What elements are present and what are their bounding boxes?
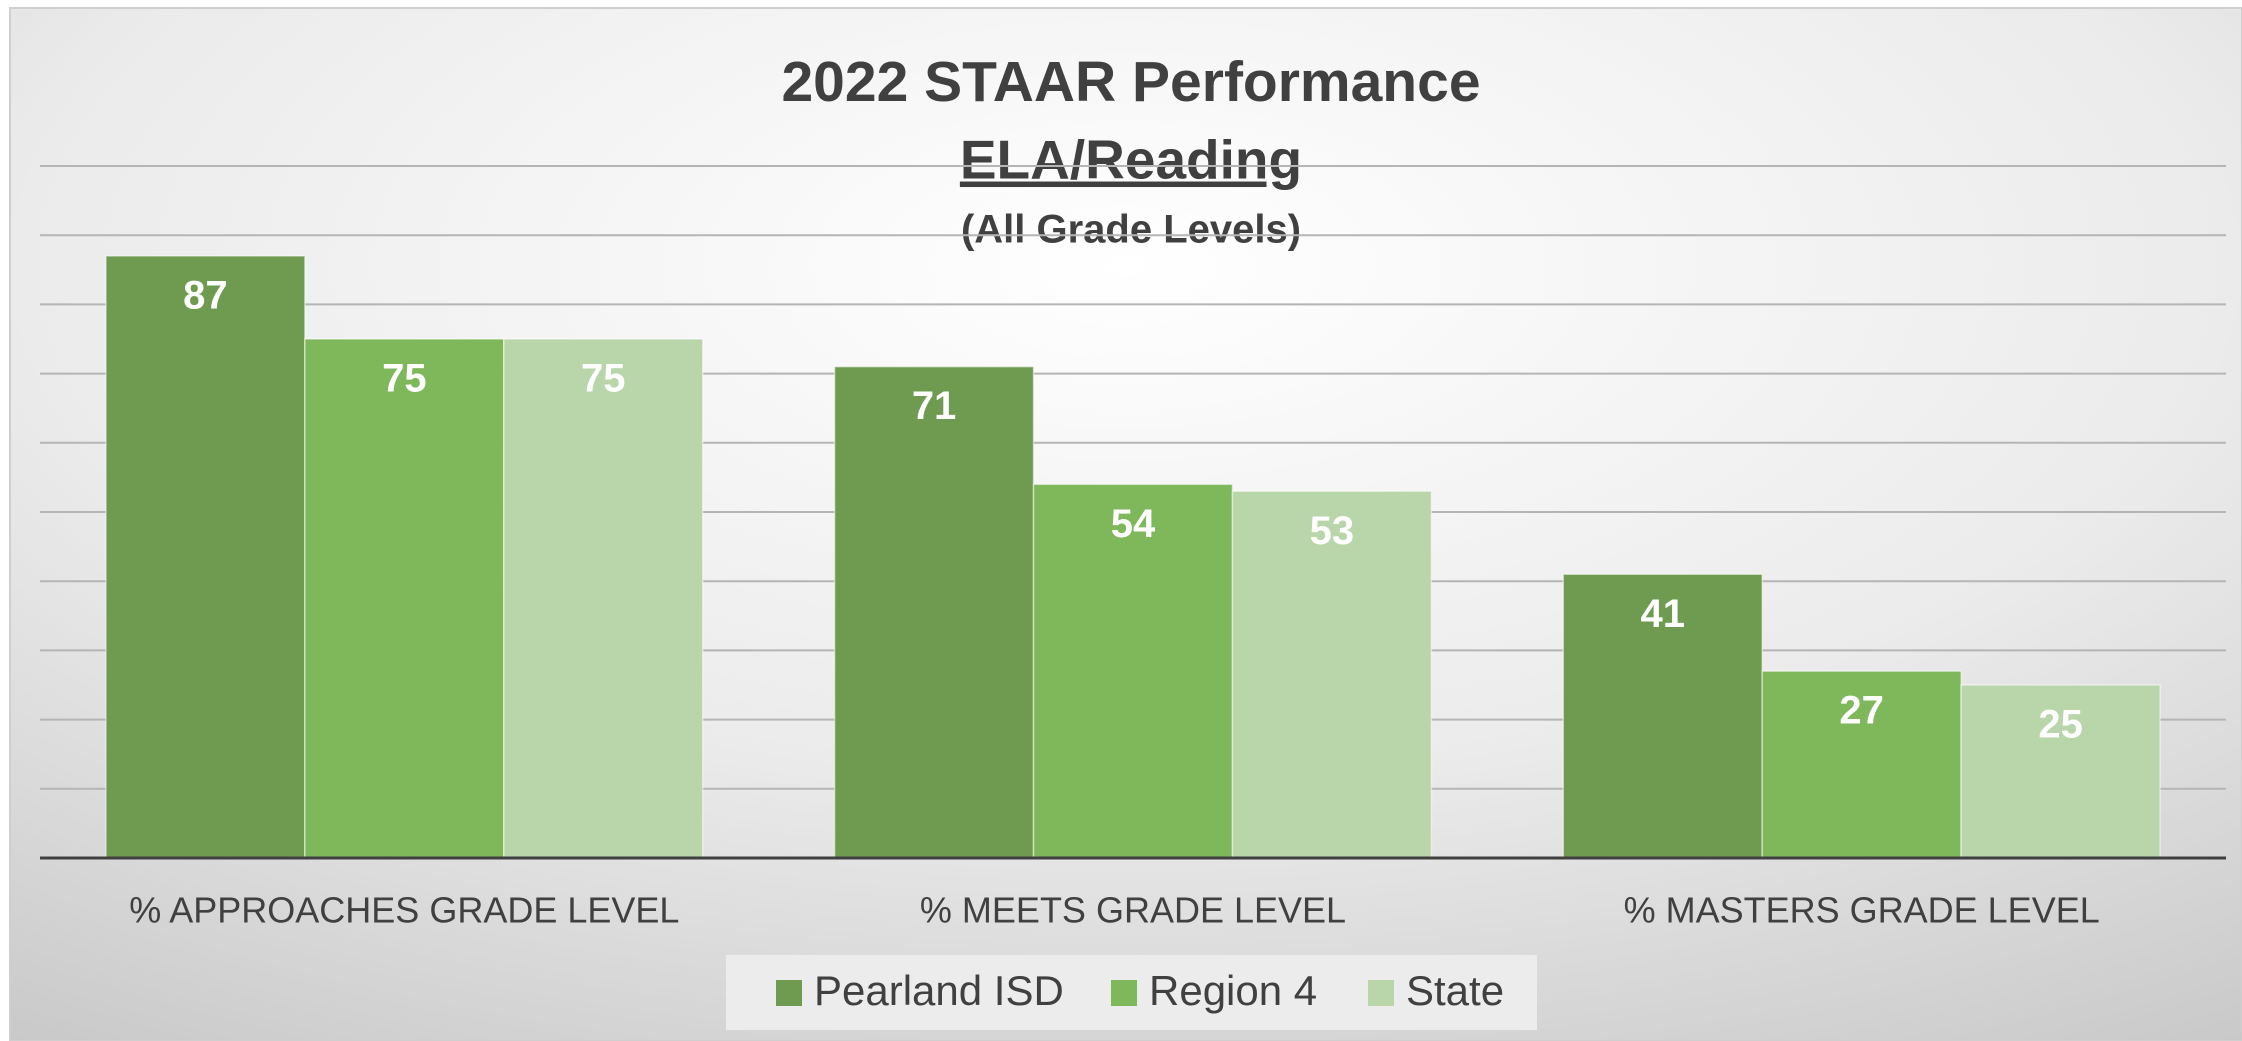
legend-swatch bbox=[1368, 980, 1394, 1006]
data-label: 27 bbox=[1839, 689, 1884, 733]
x-tick-label: % MEETS GRADE LEVEL bbox=[920, 890, 1346, 931]
chart-title: 2022 STAAR Performance bbox=[781, 50, 1480, 114]
legend-label: Pearland ISD bbox=[814, 967, 1064, 1014]
bar bbox=[503, 338, 704, 859]
bar bbox=[304, 338, 505, 859]
data-label: 25 bbox=[2038, 703, 2083, 747]
bar bbox=[1761, 670, 1962, 859]
data-label: 75 bbox=[382, 357, 427, 401]
chart-annotation: (All Grade Levels) bbox=[961, 208, 1301, 252]
data-label: 75 bbox=[581, 357, 626, 401]
data-label: 54 bbox=[1111, 502, 1156, 546]
data-label: 41 bbox=[1640, 592, 1685, 636]
chart-subtitle: ELA/Reading bbox=[960, 129, 1302, 191]
legend-swatch bbox=[1111, 980, 1137, 1006]
legend-swatch bbox=[776, 980, 802, 1006]
data-label: 53 bbox=[1310, 509, 1355, 553]
data-label: 87 bbox=[183, 274, 228, 318]
legend-label: State bbox=[1406, 967, 1504, 1014]
legend-label: Region 4 bbox=[1149, 967, 1317, 1014]
bar bbox=[833, 365, 1035, 859]
bar bbox=[105, 255, 306, 859]
x-tick-label: % APPROACHES GRADE LEVEL bbox=[129, 890, 679, 931]
x-tick-label: % MASTERS GRADE LEVEL bbox=[1624, 890, 2100, 931]
data-label: 71 bbox=[912, 384, 957, 428]
bar bbox=[1960, 684, 2161, 859]
